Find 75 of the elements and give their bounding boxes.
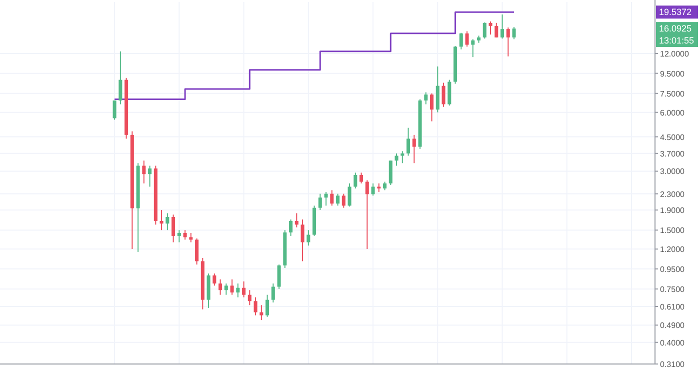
y-tick-label: 0.4900 — [660, 321, 686, 330]
y-tick-label: 0.7500 — [660, 284, 686, 294]
candlestick — [300, 218, 304, 262]
text: 16.0925 — [659, 24, 692, 34]
candlestick — [465, 30, 469, 48]
candlestick — [459, 32, 463, 50]
candlestick — [266, 294, 270, 318]
candlestick — [172, 214, 176, 243]
candlestick — [318, 193, 322, 211]
y-tick-label: 7.5000 — [660, 89, 686, 98]
y-tick-label: 1.2000 — [660, 245, 686, 254]
candlestick — [112, 100, 116, 120]
candlestick — [471, 38, 475, 58]
y-tick-label: 6.0000 — [660, 108, 686, 118]
y-tick-label: 3.7000 — [660, 149, 686, 158]
candlestick — [324, 191, 328, 206]
y-tick-label: 12.0000 — [660, 49, 690, 58]
y-tick-label: 0.3100 — [660, 360, 686, 369]
candlestick — [494, 22, 498, 38]
y-tick-label: 2.3000 — [660, 190, 686, 199]
candlestick — [166, 212, 170, 231]
candlestick — [330, 190, 334, 206]
y-tick-label: 1.5000 — [660, 226, 686, 236]
candlestick — [306, 230, 310, 246]
candlestick — [218, 278, 222, 296]
candlestick — [260, 304, 264, 321]
candlestick — [371, 182, 375, 196]
candlestick — [294, 212, 298, 228]
candlestick — [189, 232, 193, 243]
candlestick — [277, 264, 281, 290]
candlestick — [177, 230, 181, 243]
candlestick — [406, 127, 410, 156]
candlestick — [365, 180, 369, 250]
y-tick-label: 4.5000 — [660, 132, 686, 142]
candlestick — [242, 280, 246, 298]
candlestick — [342, 193, 346, 208]
candlestick — [230, 278, 234, 296]
candlestick — [160, 210, 164, 231]
candlestick — [512, 26, 516, 40]
candlestick — [183, 230, 187, 240]
candlestick — [430, 92, 434, 122]
candlestick — [336, 193, 340, 206]
y-tick-label: 0.4000 — [660, 338, 686, 348]
y-tick-label: 1.9000 — [660, 206, 686, 216]
candlestick — [360, 172, 364, 184]
candlestick — [148, 165, 152, 188]
candlestick — [142, 160, 146, 184]
candlestick — [271, 282, 275, 303]
candlestick — [354, 172, 358, 189]
y-tick-label: 3.0000 — [660, 167, 686, 176]
candlestick — [412, 134, 416, 164]
candlestick — [348, 182, 352, 208]
candlestick — [118, 50, 122, 105]
candlestick — [388, 160, 392, 186]
candlestick — [482, 22, 486, 40]
candlestick — [442, 82, 446, 108]
y-tick-label: 0.9500 — [660, 264, 686, 274]
candlestick — [500, 14, 504, 40]
candlestick — [195, 238, 199, 266]
candlestick — [506, 26, 510, 57]
candlestick — [254, 296, 258, 316]
candlestick — [394, 152, 398, 166]
text: 19.5372 — [659, 7, 692, 18]
candlestick — [236, 282, 240, 298]
candlestick — [289, 218, 293, 236]
candlestick — [424, 92, 428, 105]
candlestick — [212, 272, 216, 286]
candlestick — [448, 79, 452, 106]
y-tick-label: 9.5000 — [660, 69, 686, 78]
text: 13:01:55 — [659, 36, 694, 46]
candlestick — [436, 66, 440, 113]
y-tick-label: 0.6100 — [660, 302, 686, 312]
candlestick — [248, 290, 252, 306]
candlestick — [488, 20, 492, 36]
candlestick — [224, 282, 228, 296]
